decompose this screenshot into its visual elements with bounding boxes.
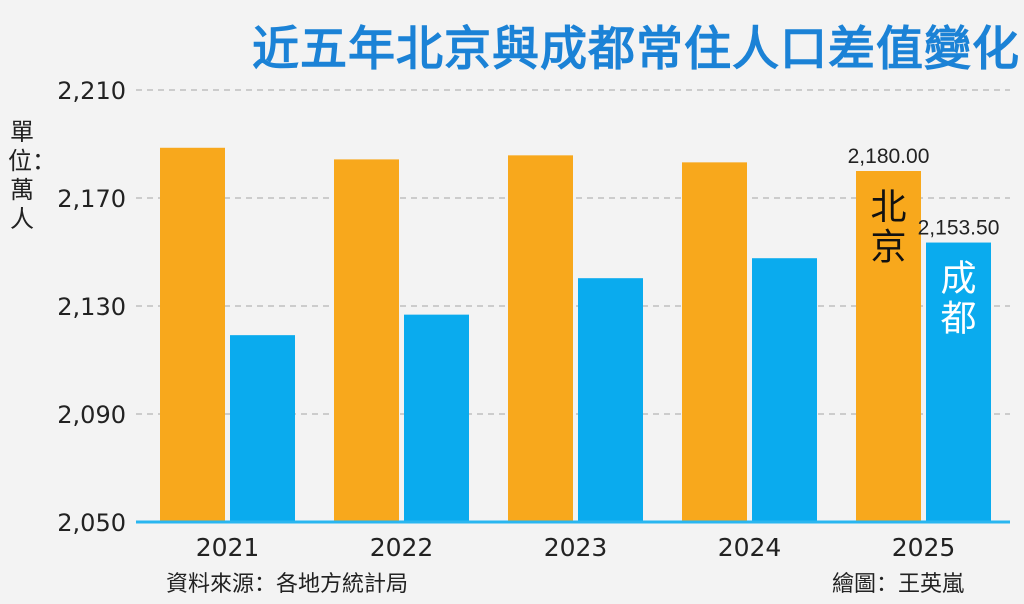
bar <box>404 314 469 522</box>
source-note: 資料來源：各地方統計局 <box>166 572 409 597</box>
bar <box>508 155 573 522</box>
x-tick-label: 2021 <box>196 533 260 562</box>
series-label: 北 <box>870 187 906 228</box>
x-tick-label: 2024 <box>718 533 782 562</box>
x-tick-label: 2023 <box>544 533 608 562</box>
credit-note: 繪圖：王英嵐 <box>831 572 964 597</box>
bar <box>926 242 991 523</box>
series-label: 成 <box>940 259 976 300</box>
bar <box>230 335 295 522</box>
y-tick-label: 2,090 <box>57 401 126 429</box>
y-tick-label: 2,170 <box>57 185 126 213</box>
y-tick-label: 2,050 <box>57 509 126 537</box>
x-tick-label: 2022 <box>370 533 434 562</box>
bar <box>856 171 921 522</box>
bar <box>578 278 643 522</box>
data-label: 2,153.50 <box>918 217 1000 240</box>
chart-title: 近五年北京與成都常住人口差值變化 <box>252 22 1020 77</box>
series-label: 京 <box>870 227 906 268</box>
y-tick-label: 2,130 <box>57 293 126 321</box>
bar <box>682 162 747 523</box>
bar <box>752 258 817 522</box>
y-tick-label: 2,210 <box>57 77 126 105</box>
series-label: 都 <box>940 299 976 340</box>
x-tick-label: 2025 <box>892 533 956 562</box>
bar <box>160 147 225 522</box>
bar <box>334 159 399 522</box>
data-label: 2,180.00 <box>848 145 930 168</box>
